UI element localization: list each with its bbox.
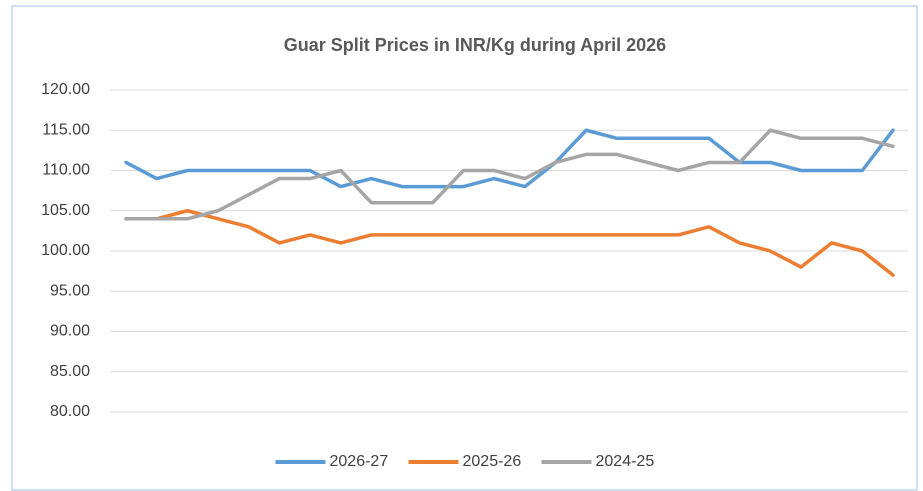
y-tick-label: 115.00 [42, 121, 90, 138]
y-tick-label: 85.00 [50, 363, 90, 380]
chart-border [11, 5, 918, 491]
y-tick-label: 110.00 [42, 162, 90, 179]
legend-label: 2026-27 [330, 453, 389, 470]
series-line [124, 209, 895, 277]
series-line [124, 128, 895, 221]
y-tick-label: 95.00 [50, 282, 90, 299]
y-tick-label: 90.00 [50, 323, 90, 340]
chart-title: Guar Split Prices in INR/Kg during April… [284, 35, 666, 55]
y-tick-label: 100.00 [41, 242, 90, 259]
y-tick-label: 105.00 [41, 202, 90, 219]
legend-label: 2024-25 [596, 453, 655, 470]
y-tick-label: 80.00 [50, 403, 90, 420]
series-line [124, 128, 895, 189]
legend-label: 2025-26 [463, 453, 522, 470]
y-tick-label: 120.00 [41, 81, 90, 98]
